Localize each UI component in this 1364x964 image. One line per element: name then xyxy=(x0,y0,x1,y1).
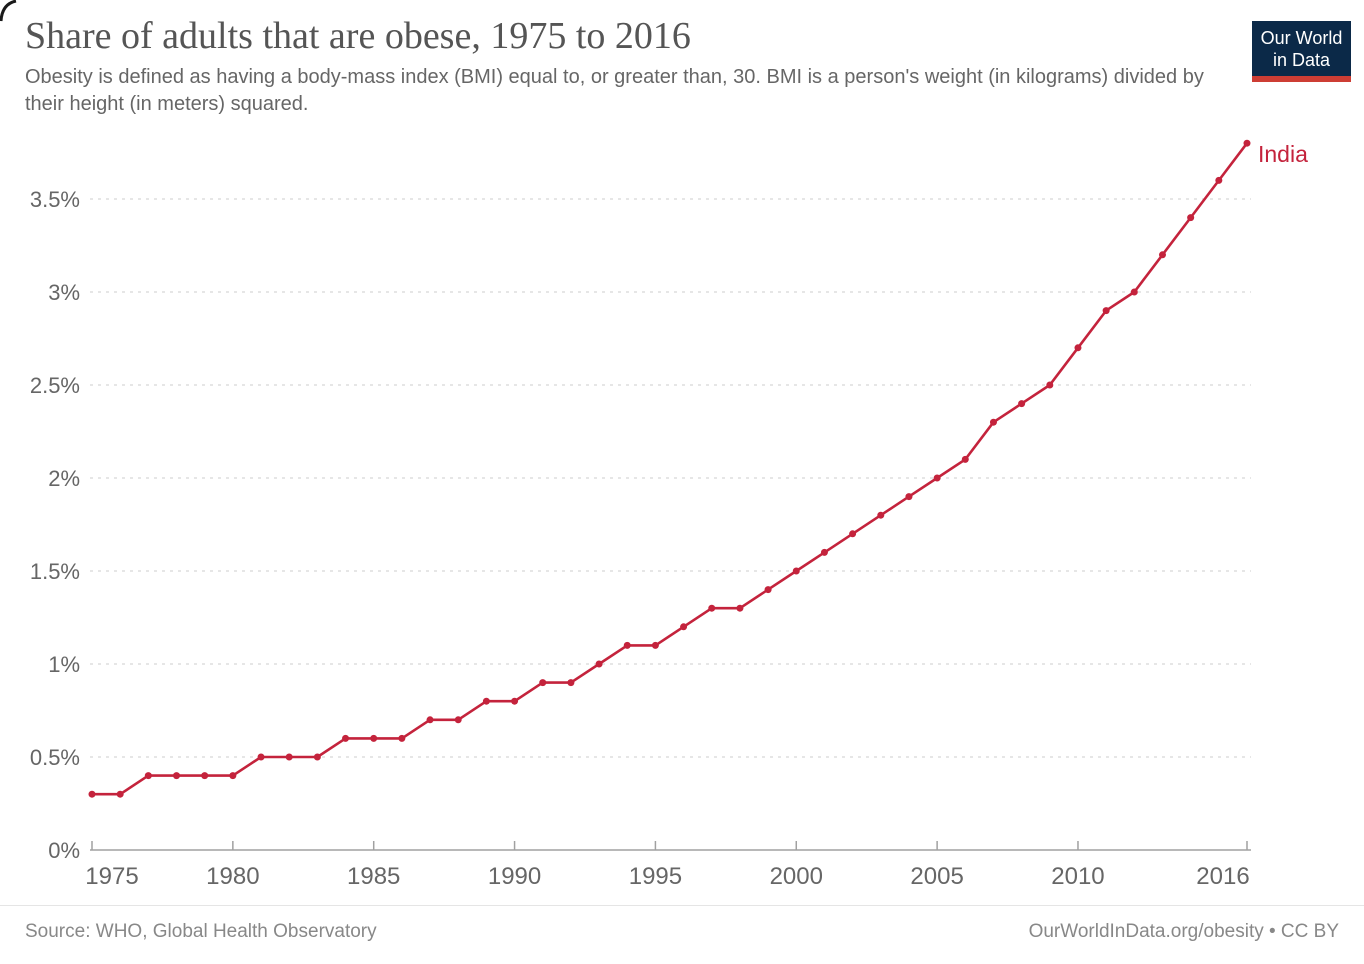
y-tick-label: 3% xyxy=(48,280,80,305)
y-tick-label: 0% xyxy=(48,838,80,863)
data-point[interactable] xyxy=(1130,288,1138,296)
data-point[interactable] xyxy=(877,511,885,519)
data-point[interactable] xyxy=(342,734,350,742)
data-point[interactable] xyxy=(201,772,209,780)
data-point[interactable] xyxy=(1158,251,1166,259)
data-point[interactable] xyxy=(1046,381,1054,389)
data-point[interactable] xyxy=(595,660,603,668)
y-tick-label: 0.5% xyxy=(30,745,80,770)
data-point[interactable] xyxy=(313,753,321,761)
data-point[interactable] xyxy=(1215,176,1223,184)
x-tick-label: 2000 xyxy=(770,863,823,890)
y-tick-label: 2% xyxy=(48,466,80,491)
x-tick-label: 1980 xyxy=(206,863,259,890)
data-point[interactable] xyxy=(933,474,941,482)
x-tick-label: 1975 xyxy=(85,863,138,890)
series-end-label[interactable]: India xyxy=(1258,141,1308,167)
data-point[interactable] xyxy=(1018,400,1026,408)
owid-logo-line1: Our World xyxy=(1260,28,1343,48)
x-tick-label: 2016 xyxy=(1196,863,1249,890)
x-tick-label: 2005 xyxy=(910,863,963,890)
data-point[interactable] xyxy=(88,790,96,798)
data-point[interactable] xyxy=(708,604,716,612)
chart-subtitle: Obesity is defined as having a body-mass… xyxy=(25,66,1204,115)
data-point[interactable] xyxy=(398,734,406,742)
data-point[interactable] xyxy=(651,641,659,649)
data-point[interactable] xyxy=(736,604,744,612)
data-point[interactable] xyxy=(961,455,969,463)
data-point[interactable] xyxy=(792,567,800,575)
y-tick-label: 1% xyxy=(48,652,80,677)
x-tick-label: 1985 xyxy=(347,863,400,890)
data-point[interactable] xyxy=(173,772,181,780)
data-point[interactable] xyxy=(1102,307,1110,315)
x-tick-label: 2010 xyxy=(1051,863,1104,890)
data-point[interactable] xyxy=(285,753,293,761)
data-point[interactable] xyxy=(229,772,237,780)
data-point[interactable] xyxy=(511,697,519,705)
data-point[interactable] xyxy=(1187,214,1195,222)
data-point[interactable] xyxy=(849,530,857,538)
data-point[interactable] xyxy=(144,772,152,780)
data-point[interactable] xyxy=(623,641,631,649)
data-point[interactable] xyxy=(905,493,913,501)
line-chart: 0% 0.5% 1% 1.5% 2% 2.5% 3% 3.5% 1975 1980 1985 1990… xyxy=(30,139,1308,890)
owid-logo-red-bar xyxy=(1252,76,1351,82)
data-point[interactable] xyxy=(539,679,547,687)
data-point[interactable] xyxy=(257,753,265,761)
data-point[interactable] xyxy=(370,734,378,742)
owid-logo[interactable]: Our World in Data xyxy=(1252,21,1351,82)
data-point[interactable] xyxy=(454,716,462,724)
data-point[interactable] xyxy=(426,716,434,724)
attribution-note: OurWorldInData.org/obesity • CC BY xyxy=(1028,921,1339,942)
data-point[interactable] xyxy=(116,790,124,798)
owid-logo-line2: in Data xyxy=(1272,50,1331,70)
data-point[interactable] xyxy=(1074,344,1082,352)
data-point[interactable] xyxy=(680,623,688,631)
data-point[interactable] xyxy=(482,697,490,705)
data-point[interactable] xyxy=(567,679,575,687)
data-point[interactable] xyxy=(1243,139,1251,147)
footer-divider xyxy=(0,905,1364,906)
data-point[interactable] xyxy=(820,548,828,556)
y-tick-label: 1.5% xyxy=(30,559,80,584)
y-tick-label: 2.5% xyxy=(30,373,80,398)
data-point[interactable] xyxy=(989,418,997,426)
source-note: Source: WHO, Global Health Observatory xyxy=(25,921,377,942)
x-tick-label: 1990 xyxy=(488,863,541,890)
corner-mark xyxy=(0,0,17,22)
chart-title: Share of adults that are obese, 1975 to … xyxy=(25,15,691,57)
y-tick-label: 3.5% xyxy=(30,187,80,212)
data-point[interactable] xyxy=(764,586,772,594)
x-tick-label: 1995 xyxy=(629,863,682,890)
trend-line xyxy=(90,141,1249,796)
